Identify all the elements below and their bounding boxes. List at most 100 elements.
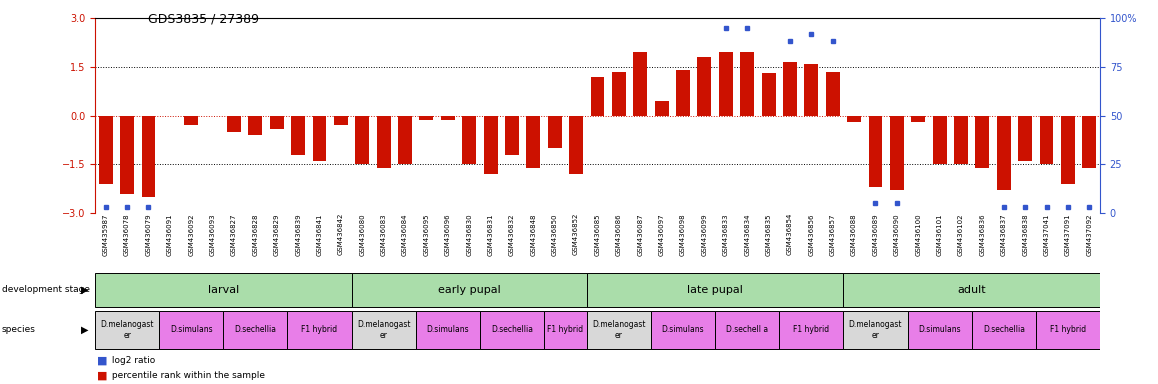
Text: GSM436083: GSM436083 — [381, 213, 387, 256]
Text: GSM436097: GSM436097 — [659, 213, 665, 256]
Bar — [651, 311, 716, 349]
Bar — [95, 311, 159, 349]
Text: percentile rank within the sample: percentile rank within the sample — [109, 371, 265, 380]
Text: early pupal: early pupal — [438, 285, 500, 295]
Bar — [356, 116, 369, 164]
Text: F1 hybrid: F1 hybrid — [301, 326, 338, 334]
Text: GDS3835 / 27389: GDS3835 / 27389 — [148, 12, 259, 25]
Bar — [911, 116, 925, 122]
Text: GSM436830: GSM436830 — [467, 213, 472, 256]
Bar — [972, 311, 1036, 349]
Text: D.sechellia: D.sechellia — [491, 326, 533, 334]
Text: D.simulans: D.simulans — [918, 326, 961, 334]
Bar — [997, 116, 1011, 190]
Text: late pupal: late pupal — [687, 285, 743, 295]
Bar — [570, 116, 584, 174]
Bar — [398, 116, 412, 164]
Bar — [587, 311, 651, 349]
Text: GSM436078: GSM436078 — [124, 213, 130, 256]
Bar — [779, 311, 843, 349]
Bar — [868, 116, 882, 187]
Bar — [120, 116, 134, 194]
Bar — [505, 116, 519, 154]
Text: GSM436828: GSM436828 — [252, 213, 258, 255]
Text: F1 hybrid: F1 hybrid — [793, 326, 829, 334]
Text: GSM436091: GSM436091 — [167, 213, 173, 256]
Bar — [184, 116, 198, 125]
Bar — [633, 52, 647, 116]
Bar — [719, 52, 733, 116]
Bar — [889, 116, 903, 190]
Text: GSM436837: GSM436837 — [1001, 213, 1006, 256]
Text: GSM436848: GSM436848 — [530, 213, 536, 255]
Text: GSM436827: GSM436827 — [230, 213, 237, 255]
Text: GSM435987: GSM435987 — [103, 213, 109, 255]
Bar — [740, 52, 754, 116]
Text: GSM436096: GSM436096 — [445, 213, 450, 256]
Text: larval: larval — [207, 285, 239, 295]
Bar — [313, 116, 327, 161]
Bar — [697, 57, 711, 116]
Text: adult: adult — [958, 285, 985, 295]
Bar — [249, 116, 263, 135]
Text: ■: ■ — [97, 371, 108, 381]
Bar — [479, 311, 544, 349]
Text: GSM436087: GSM436087 — [637, 213, 643, 256]
Bar — [227, 116, 241, 132]
Bar — [762, 73, 776, 116]
Text: GSM436090: GSM436090 — [894, 213, 900, 256]
Text: D.sechellia: D.sechellia — [234, 326, 277, 334]
Bar — [1036, 311, 1100, 349]
Bar — [352, 311, 416, 349]
Text: GSM436841: GSM436841 — [316, 213, 323, 255]
Bar — [416, 311, 479, 349]
Text: D.sechellia: D.sechellia — [983, 326, 1025, 334]
Bar — [352, 273, 587, 307]
Bar — [1083, 116, 1097, 167]
Text: development stage: development stage — [2, 285, 90, 295]
Bar — [826, 72, 840, 116]
Bar — [98, 116, 112, 184]
Bar — [1040, 116, 1054, 164]
Bar — [843, 273, 1100, 307]
Bar — [611, 72, 625, 116]
Text: GSM436098: GSM436098 — [680, 213, 686, 256]
Text: GSM436831: GSM436831 — [488, 213, 493, 256]
Bar — [848, 116, 862, 122]
Text: GSM436829: GSM436829 — [273, 213, 280, 255]
Bar — [376, 116, 390, 167]
Text: GSM437091: GSM437091 — [1065, 213, 1071, 256]
Text: GSM436080: GSM436080 — [359, 213, 365, 256]
Bar — [419, 116, 433, 120]
Bar — [334, 116, 347, 125]
Bar — [591, 76, 604, 116]
Text: GSM436854: GSM436854 — [787, 213, 793, 255]
Bar — [954, 116, 968, 164]
Bar — [223, 311, 287, 349]
Bar — [270, 116, 284, 129]
Text: F1 hybrid: F1 hybrid — [548, 326, 584, 334]
Bar — [587, 273, 843, 307]
Bar — [805, 63, 819, 116]
Text: F1 hybrid: F1 hybrid — [1050, 326, 1086, 334]
Bar — [932, 116, 946, 164]
Text: D.simulans: D.simulans — [426, 326, 469, 334]
Text: GSM436834: GSM436834 — [745, 213, 750, 255]
Text: GSM436102: GSM436102 — [958, 213, 963, 255]
Text: ■: ■ — [97, 356, 108, 366]
Text: species: species — [2, 326, 36, 334]
Text: D.simulans: D.simulans — [170, 326, 213, 334]
Text: GSM436833: GSM436833 — [723, 213, 728, 256]
Text: GSM436842: GSM436842 — [338, 213, 344, 255]
Text: GSM436092: GSM436092 — [189, 213, 195, 255]
Bar — [159, 311, 223, 349]
Text: GSM437041: GSM437041 — [1043, 213, 1049, 255]
Text: GSM436085: GSM436085 — [594, 213, 601, 255]
Bar — [716, 311, 779, 349]
Text: D.sechell a: D.sechell a — [726, 326, 768, 334]
Text: GSM436850: GSM436850 — [551, 213, 558, 255]
Bar — [1061, 116, 1075, 184]
Text: D.melanogast
er: D.melanogast er — [849, 320, 902, 340]
Text: GSM436093: GSM436093 — [210, 213, 215, 256]
Text: GSM436856: GSM436856 — [808, 213, 814, 255]
